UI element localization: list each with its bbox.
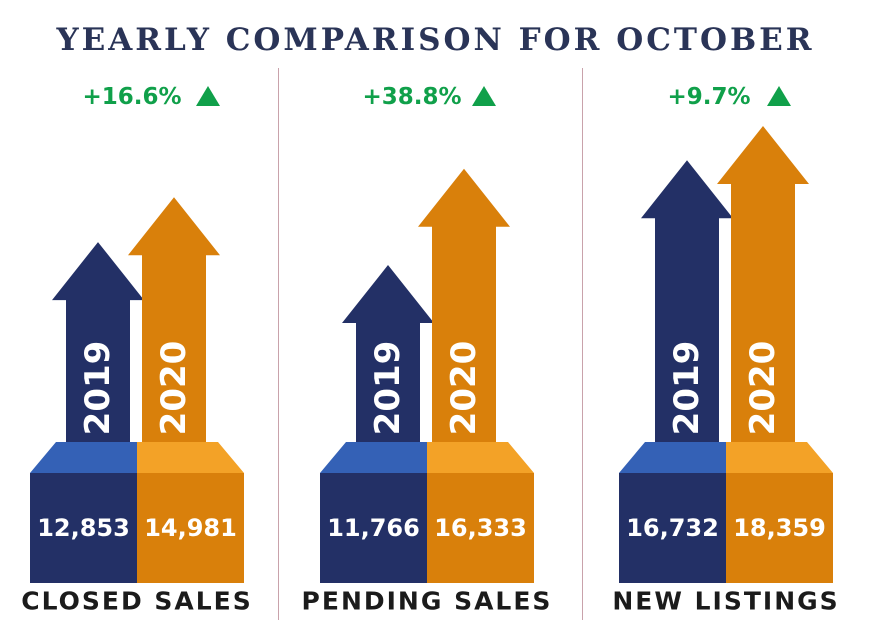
arrow-2020	[418, 168, 510, 444]
arrow-2020	[128, 197, 220, 444]
category-label: NEW LISTINGS	[612, 587, 839, 616]
change-label: +38.8%	[362, 84, 461, 110]
value-box-2019	[320, 473, 427, 583]
year-label: 2020	[154, 341, 194, 436]
arrow-2019	[641, 160, 733, 444]
panel-divider	[278, 68, 279, 620]
value-label: 16,732	[626, 514, 719, 542]
up-triangle-icon	[767, 86, 791, 106]
platform-top-2019	[320, 442, 427, 473]
value-box-2019	[619, 473, 726, 583]
platform-top-2020	[726, 442, 833, 473]
change-label: +9.7%	[667, 84, 750, 110]
value-box-2019	[30, 473, 137, 583]
category-label: CLOSED SALES	[21, 587, 253, 616]
year-label: 2019	[667, 341, 707, 436]
year-label: 2020	[743, 341, 783, 436]
year-label: 2019	[368, 341, 408, 436]
chart-title: YEARLY COMPARISON FOR OCTOBER	[56, 22, 815, 58]
arrow-2020	[717, 126, 809, 444]
arrow-2019	[52, 242, 144, 444]
change-label: +16.6%	[82, 84, 181, 110]
value-label: 18,359	[733, 514, 826, 542]
panel-divider	[582, 68, 583, 620]
year-label: 2019	[78, 341, 118, 436]
value-box-2020	[427, 473, 534, 583]
platform-top-2019	[30, 442, 137, 473]
up-triangle-icon	[472, 86, 496, 106]
value-label: 12,853	[37, 514, 130, 542]
platform-top-2020	[137, 442, 244, 473]
platform-top-2020	[427, 442, 534, 473]
up-triangle-icon	[196, 86, 220, 106]
value-label: 14,981	[144, 514, 237, 542]
category-label: PENDING SALES	[302, 587, 553, 616]
value-label: 11,766	[327, 514, 420, 542]
value-box-2020	[726, 473, 833, 583]
arrow-2019	[342, 265, 434, 444]
value-label: 16,333	[434, 514, 527, 542]
platform-top-2019	[619, 442, 726, 473]
value-box-2020	[137, 473, 244, 583]
year-label: 2020	[444, 341, 484, 436]
